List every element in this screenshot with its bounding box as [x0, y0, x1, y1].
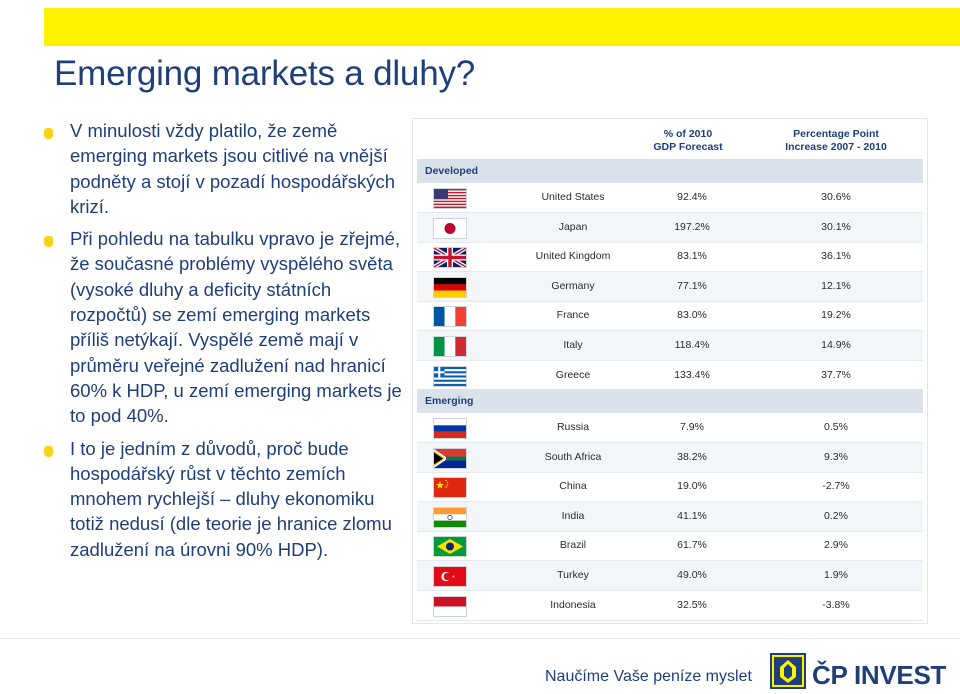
gdp-cell: 32.5% — [677, 598, 707, 611]
country-cell: India — [561, 509, 585, 522]
gdp-cell: 7.9% — [680, 421, 704, 433]
section-emerging: Emerging — [417, 389, 923, 413]
column-header-line: Percentage Point — [793, 128, 879, 140]
brazil-flag-icon — [433, 536, 467, 558]
column-header-increase: Percentage Point Increase 2007 - 2010 — [771, 128, 901, 154]
column-header-gdp: % of 2010 GDP Forecast — [633, 128, 743, 154]
country-cell: France — [556, 309, 590, 322]
table-row: United Kingdom 83.1% 36.1% — [417, 242, 923, 273]
bullet-text: Při pohledu na tabulku vpravo je zřejmé,… — [70, 228, 402, 427]
increase-cell: 0.5% — [824, 421, 848, 433]
country-cell: South Africa — [544, 450, 602, 463]
table-row: China 19.0% -2.7% — [417, 472, 923, 503]
indonesia-flag-icon — [433, 595, 467, 617]
gdp-cell: 61.7% — [677, 539, 707, 552]
increase-cell: 14.9% — [821, 339, 851, 351]
table-row: Indonesia 32.5% -3.8% — [417, 591, 923, 621]
gdp-cell: 92.4% — [677, 191, 707, 203]
bullet-icon — [44, 445, 53, 457]
increase-cell: 1.9% — [824, 569, 848, 581]
table-row: India 41.1% 0.2% — [417, 501, 923, 532]
country-cell: Japan — [558, 220, 588, 233]
china-flag-icon — [433, 477, 467, 499]
country-cell: Turkey — [557, 569, 589, 581]
table-row: United States 92.4% 30.6% — [417, 183, 923, 213]
table-row: France 83.0% 19.2% — [417, 301, 923, 332]
increase-cell: -3.8% — [822, 598, 850, 611]
gdp-cell: 83.1% — [677, 250, 707, 263]
country-cell: Brazil — [559, 539, 587, 552]
footer-slogan: Naučíme Vaše peníze myslet — [545, 668, 752, 685]
bullet-list: V minulosti vždy platilo, že země emergi… — [44, 118, 404, 569]
table-row: Germany 77.1% 12.1% — [417, 271, 923, 302]
gdp-cell: 133.4% — [674, 368, 710, 381]
table-row: Italy 118.4% 14.9% — [417, 331, 923, 361]
country-cell: China — [559, 480, 587, 493]
bullet-text: V minulosti vždy platilo, že země emergi… — [70, 120, 395, 217]
column-header-line: GDP Forecast — [653, 141, 723, 153]
table-row: Turkey 49.0% 1.9% — [417, 561, 923, 591]
header-yellow-bar — [44, 8, 960, 46]
footer-divider — [0, 638, 960, 639]
italy-flag-icon — [433, 336, 467, 357]
bullet-icon — [44, 236, 53, 248]
gdp-cell: 118.4% — [674, 339, 710, 351]
bullet-item: I to je jedním z důvodů, proč bude hospo… — [44, 436, 404, 562]
column-header-line: % of 2010 — [663, 128, 713, 140]
gdp-cell: 83.0% — [677, 309, 707, 322]
gdp-cell: 38.2% — [677, 450, 707, 463]
increase-cell: 30.6% — [821, 191, 851, 203]
bullet-icon — [44, 128, 53, 139]
gdp-cell: 49.0% — [677, 569, 707, 581]
cp-invest-logo-icon — [770, 653, 806, 689]
increase-cell: 12.1% — [821, 279, 851, 292]
page-title: Emerging markets a dluhy? — [54, 54, 476, 93]
increase-cell: 36.1% — [821, 250, 851, 263]
india-flag-icon — [433, 506, 467, 528]
increase-cell: 30.1% — [821, 220, 851, 233]
gdp-cell: 41.1% — [677, 509, 707, 522]
uk-flag-icon — [433, 247, 467, 269]
bullet-text: I to je jedním z důvodů, proč bude hospo… — [70, 437, 392, 560]
increase-cell: 19.2% — [821, 309, 851, 322]
increase-cell: -2.7% — [822, 480, 850, 493]
increase-cell: 0.2% — [824, 509, 848, 522]
section-developed: Developed — [417, 159, 923, 183]
country-cell: United States — [541, 191, 605, 203]
table-row: Russia 7.9% 0.5% — [417, 413, 923, 443]
bullet-item: V minulosti vždy platilo, že země emergi… — [44, 118, 404, 219]
gdp-cell: 197.2% — [674, 220, 710, 233]
increase-cell: 2.9% — [824, 539, 848, 552]
logo-wordmark: ČP INVEST — [812, 660, 947, 690]
table-row: Brazil 61.7% 2.9% — [417, 531, 923, 562]
table-row: Japan 197.2% 30.1% — [417, 212, 923, 243]
country-cell: Indonesia — [550, 598, 596, 611]
germany-flag-icon — [433, 276, 467, 298]
south-africa-flag-icon — [433, 447, 467, 469]
country-cell: Greece — [555, 368, 591, 381]
increase-cell: 9.3% — [824, 450, 848, 463]
greece-flag-icon — [433, 365, 467, 387]
table-row: South Africa 38.2% 9.3% — [417, 442, 923, 473]
japan-flag-icon — [433, 217, 467, 239]
turkey-flag-icon — [433, 566, 467, 587]
country-cell: United Kingdom — [535, 250, 611, 263]
table-row: Greece 133.4% 37.7% — [417, 361, 923, 391]
france-flag-icon — [433, 306, 467, 328]
country-cell: Italy — [563, 339, 583, 351]
increase-cell: 37.7% — [821, 368, 851, 381]
column-header-line: Increase 2007 - 2010 — [785, 141, 887, 153]
us-flag-icon — [433, 188, 467, 209]
gdp-cell: 77.1% — [677, 279, 707, 292]
russia-flag-icon — [433, 418, 467, 439]
country-cell: Russia — [556, 421, 590, 433]
bullet-item: Při pohledu na tabulku vpravo je zřejmé,… — [44, 226, 404, 428]
gdp-cell: 19.0% — [677, 480, 707, 493]
debt-table: % of 2010 GDP Forecast Percentage Point … — [412, 118, 928, 624]
country-cell: Germany — [551, 279, 595, 292]
